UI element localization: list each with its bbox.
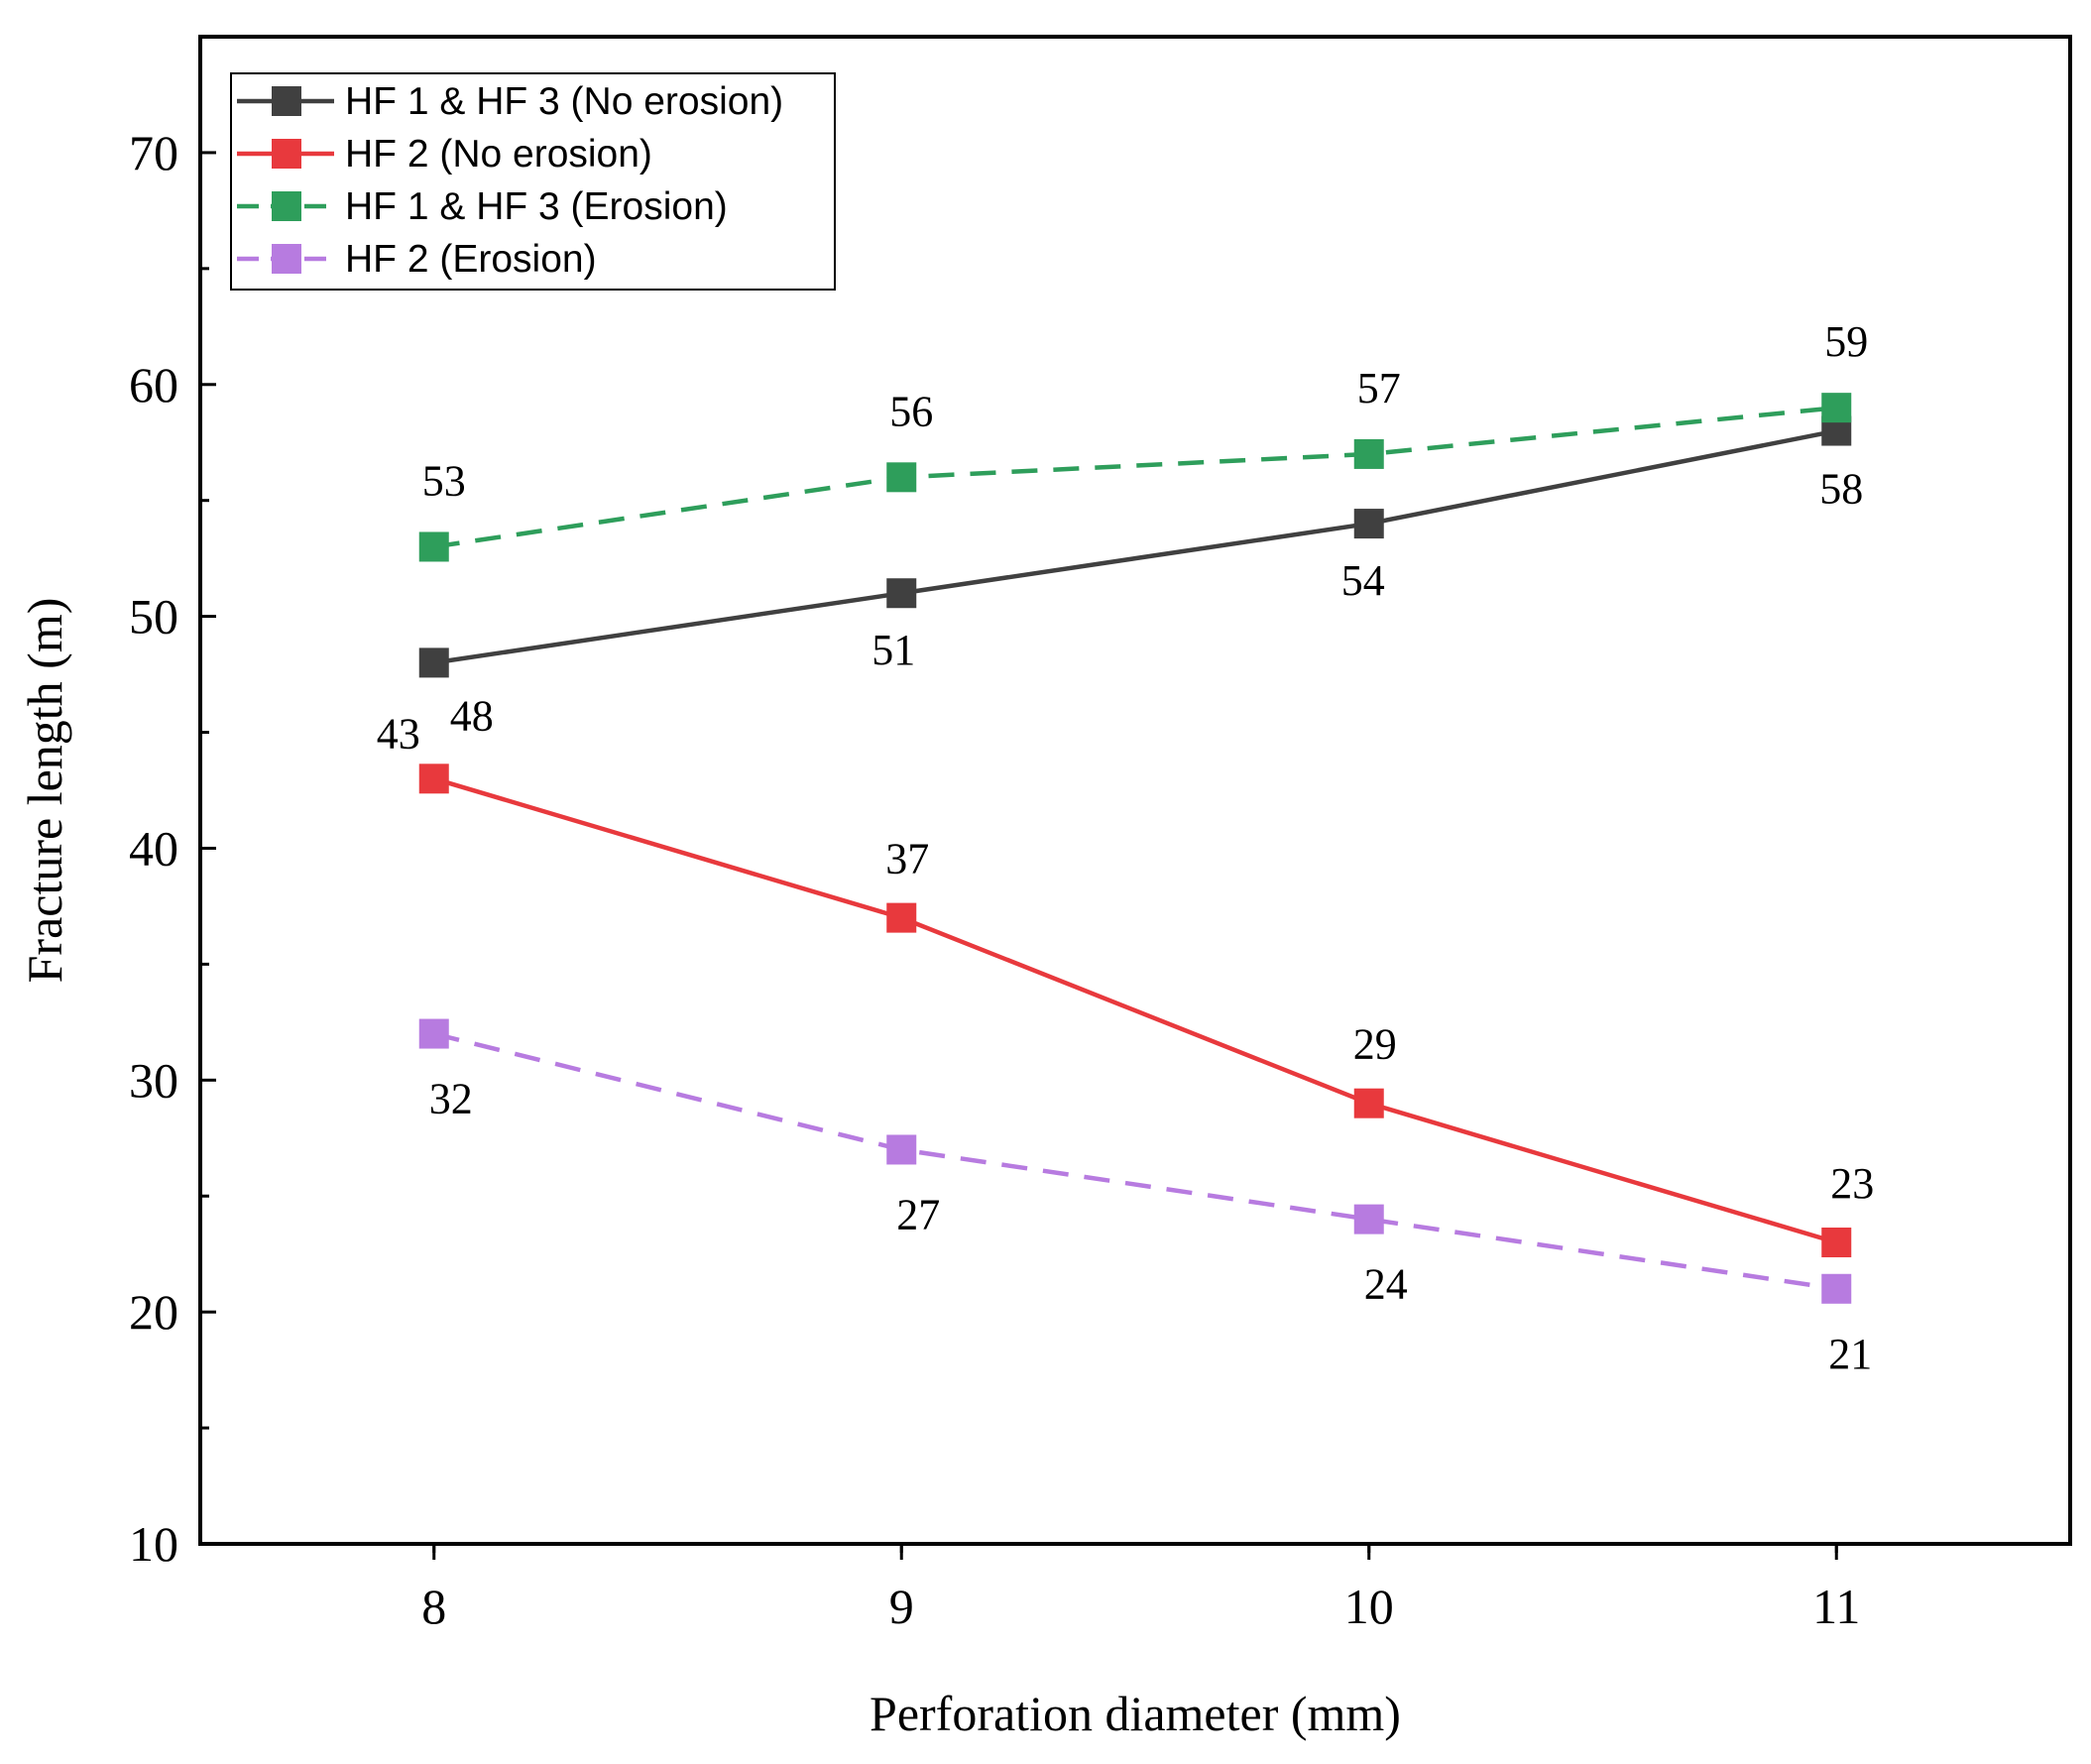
data-point-marker [886,578,917,609]
y-tick-label: 20 [129,1284,178,1340]
data-label: 43 [377,709,420,758]
data-point-marker [1353,509,1384,539]
series-2 [418,393,1852,562]
y-tick-label: 70 [129,125,178,180]
data-point-marker [1353,1204,1384,1235]
data-label: 51 [871,626,915,674]
series-line [433,428,1837,665]
series-line [433,405,1837,549]
data-labels: 48 51 54 58 43 37 29 23 53 56 57 59 32 27 24 21 [377,317,1875,1378]
series-1 [418,764,1852,1257]
data-point-marker [418,764,449,794]
legend-items: HF 1 & HF 3 (No erosion) HF 2 (No erosion… [237,80,783,281]
data-point-marker [886,462,917,493]
data-point-marker [1821,393,1852,423]
plot-frame [198,35,2072,1546]
series-line [433,776,1837,1245]
data-point-marker [1353,1088,1384,1118]
legend-label: HF 1 & HF 3 (No erosion) [345,80,783,123]
legend-item: HF 1 & HF 3 (Erosion) [237,185,728,228]
legend-label: HF 2 (Erosion) [345,238,597,281]
legend-item: HF 1 & HF 3 (No erosion) [237,80,783,123]
x-axis-title: Perforation diameter (mm) [870,1686,1401,1741]
x-tick-label: 8 [421,1579,446,1634]
series-0 [418,415,1852,678]
data-label: 21 [1828,1330,1872,1378]
legend-marker [272,244,301,274]
data-label: 48 [450,691,494,740]
data-point-marker [1821,1273,1852,1304]
legend-box [230,72,836,291]
legend-label: HF 2 (No erosion) [345,133,652,176]
series-3 [418,1018,1852,1304]
legend: HF 1 & HF 3 (No erosion) HF 2 (No erosion… [230,72,836,291]
legend-item: HF 2 (Erosion) [237,238,597,281]
data-point-marker [886,1134,917,1165]
legend-marker [272,139,301,169]
x-tick-label: 11 [1812,1579,1860,1634]
data-point-marker [418,647,449,678]
legend-item: HF 2 (No erosion) [237,133,652,176]
data-label: 23 [1830,1159,1874,1208]
data-point-marker [418,531,449,562]
series-line [433,1031,1837,1291]
data-label: 54 [1341,556,1385,605]
legend-marker [272,86,301,116]
x-tick-label: 10 [1344,1579,1394,1634]
data-label: 57 [1357,364,1401,412]
data-label: 29 [1353,1020,1397,1069]
data-label: 53 [422,456,466,505]
data-point-marker [886,902,917,933]
legend-marker [272,191,301,221]
data-label: 58 [1819,465,1863,514]
data-label: 56 [889,387,933,435]
y-tick-label: 40 [129,820,178,876]
data-label: 59 [1824,317,1868,366]
series-lines [418,393,1852,1304]
data-label: 24 [1364,1260,1408,1309]
y-tick-label: 50 [129,589,178,645]
legend-label: HF 1 & HF 3 (Erosion) [345,185,728,228]
data-point-marker [1353,438,1384,469]
data-point-marker [418,1018,449,1049]
data-point-marker [1821,1228,1852,1257]
x-tick-label: 9 [889,1579,914,1634]
axis-ticks: 10 20 30 40 50 60 70 8 9 10 11 [129,125,1860,1634]
y-tick-label: 60 [129,357,178,412]
data-label: 37 [885,835,929,883]
data-label: 27 [896,1190,940,1238]
data-label: 32 [429,1075,473,1123]
y-tick-label: 30 [129,1052,178,1108]
y-tick-label: 10 [129,1516,178,1572]
y-axis-title: Fracture length (m) [17,598,72,984]
